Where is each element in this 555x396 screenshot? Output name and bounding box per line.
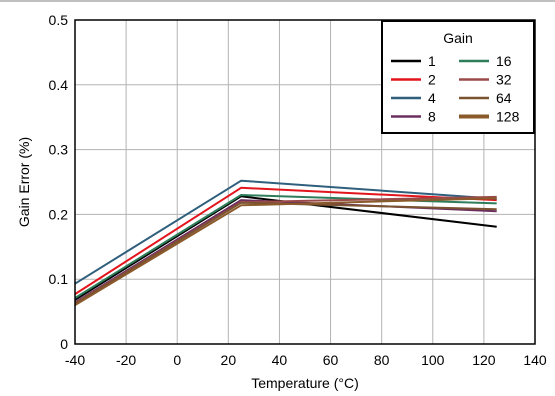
legend-label-gain-2: 2 [428,72,436,88]
x-axis-label: Temperature (°C) [251,375,359,391]
y-tick-label: 0.2 [49,206,69,222]
legend-label-gain-64: 64 [496,90,512,106]
y-tick-labels: 0 0.1 0.2 0.3 0.4 0.5 [49,12,69,352]
series-line-gain-2 [74,186,497,295]
legend-label-gain-8: 8 [428,109,436,125]
legend: Gain 1 2 4 8 16 32 64 128 [381,20,535,134]
x-tick-label: 0 [173,352,181,368]
x-tick-label: 80 [374,352,390,368]
y-tick-label: 0 [60,336,68,352]
x-tick-label: 120 [472,352,496,368]
x-tick-label: 100 [421,352,445,368]
x-tick-label: 40 [272,352,288,368]
x-tick-labels: -40 -20 0 20 40 60 80 100 120 140 [65,352,547,368]
plot-frame [74,19,536,345]
x-tick-label: 20 [221,352,237,368]
legend-title: Gain [443,30,473,46]
x-tick-label: 60 [323,352,339,368]
legend-label-gain-4: 4 [428,90,436,106]
y-tick-label: 0.3 [49,142,69,158]
x-tick-label: -40 [65,352,85,368]
legend-items: 1 2 4 8 16 32 64 128 [391,53,520,125]
legend-label-gain-1: 1 [428,53,436,69]
series-line-gain-1 [74,195,497,301]
x-tick-label: 140 [523,352,547,368]
y-tick-label: 0.5 [49,12,69,28]
series-line-gain-64 [74,201,497,305]
x-tick-label: -20 [116,352,136,368]
y-tick-label: 0.1 [49,271,69,287]
legend-label-gain-128: 128 [496,109,520,125]
series-line-gain-128 [74,197,497,306]
legend-label-gain-32: 32 [496,72,512,88]
y-axis-label: Gain Error (%) [16,137,32,227]
series-line-gain-4 [74,179,497,285]
legend-label-gain-16: 16 [496,53,512,69]
series-lines [74,179,497,306]
y-tick-label: 0.4 [49,77,69,93]
legend-box [381,20,535,134]
